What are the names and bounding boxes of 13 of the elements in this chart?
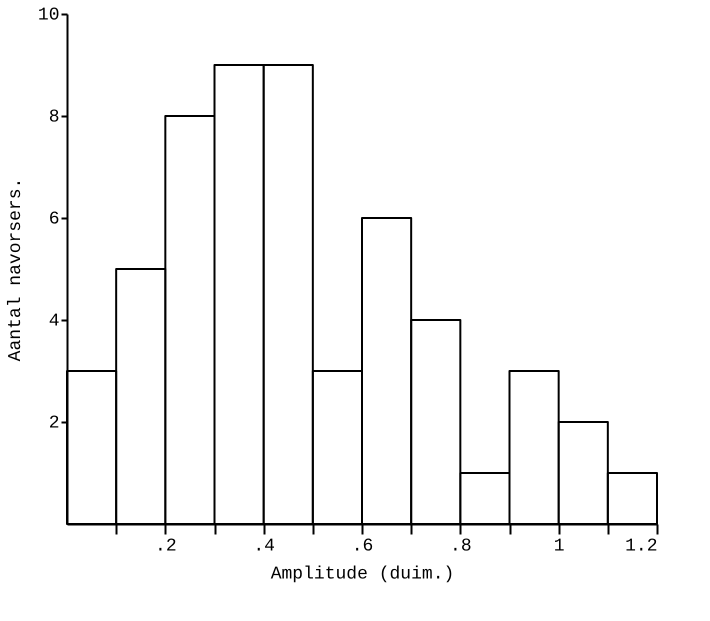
x-axis-title: Amplitude (duim.) bbox=[270, 564, 454, 584]
x-tick-label: .2 bbox=[155, 536, 177, 556]
y-axis-title: Aantal navorsers. bbox=[6, 178, 26, 362]
x-tick-label: .6 bbox=[352, 536, 374, 556]
x-tick-label: 1 bbox=[554, 536, 565, 556]
x-tick-label: 1.2 bbox=[625, 536, 658, 556]
y-tick-label: 6 bbox=[48, 210, 60, 230]
y-tick-label: 10 bbox=[38, 6, 60, 26]
y-tick-label: 8 bbox=[48, 108, 60, 128]
y-tick-label: 4 bbox=[48, 312, 60, 332]
x-tick-label: .4 bbox=[253, 536, 275, 556]
x-tick-label: .8 bbox=[450, 536, 472, 556]
y-tick-label: 2 bbox=[48, 414, 60, 434]
